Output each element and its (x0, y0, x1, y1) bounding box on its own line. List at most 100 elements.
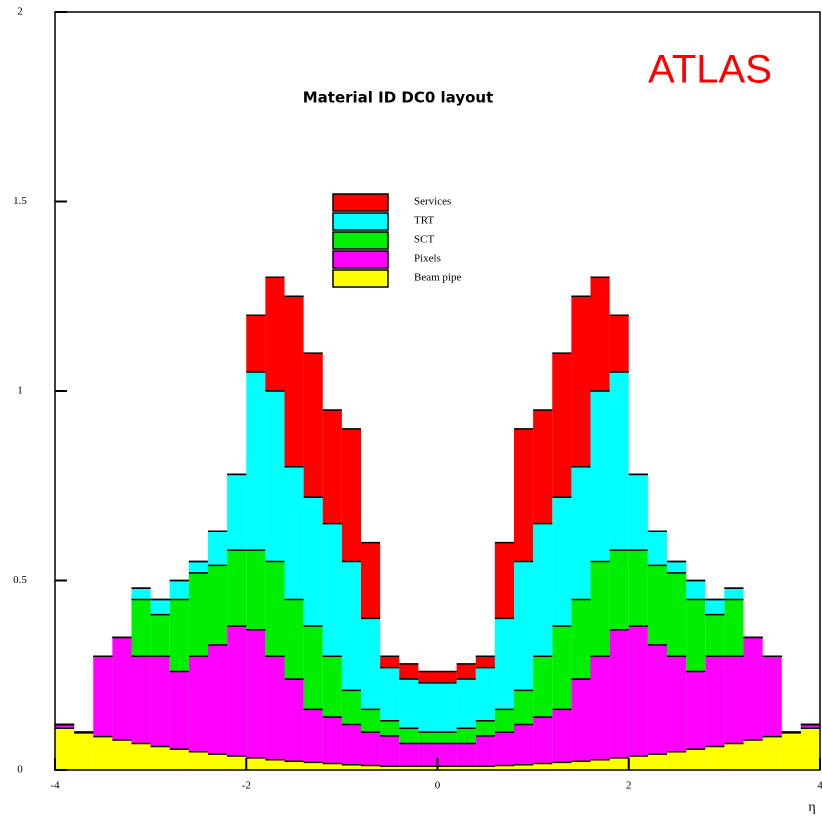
histogram-bar (322, 656, 342, 717)
y-tick-label: 0.5 (13, 574, 27, 586)
y-tick-label: 1.5 (13, 195, 27, 207)
histogram-bar (322, 523, 342, 657)
histogram-bar (361, 732, 381, 766)
histogram-bar (494, 618, 514, 710)
histogram-bar (341, 690, 361, 725)
histogram-bar (150, 599, 170, 615)
histogram-bar (322, 409, 342, 524)
x-tick-label: 4 (817, 780, 822, 792)
histogram-bar (475, 735, 495, 767)
histogram-bar (552, 625, 572, 710)
histogram-bar (456, 743, 476, 767)
histogram-bar (705, 656, 725, 747)
legend-label: Services (414, 196, 451, 208)
histogram-bar (533, 523, 553, 657)
histogram-bar (131, 656, 151, 744)
histogram-bar (762, 736, 782, 770)
histogram-bar (456, 728, 476, 744)
histogram-bar (284, 761, 304, 770)
histogram-bar (475, 766, 495, 770)
histogram-bar (571, 599, 591, 680)
histogram-bar (667, 572, 687, 657)
histogram-bar (590, 759, 610, 770)
histogram-bar (418, 682, 438, 733)
histogram-bar (322, 763, 342, 770)
histogram-bar (380, 656, 400, 668)
histogram-bar (609, 315, 629, 373)
histogram-bar (456, 766, 476, 770)
histogram-bar (609, 629, 629, 758)
histogram-bar (628, 755, 648, 770)
histogram-bar (188, 561, 208, 573)
histogram-bar (284, 599, 304, 680)
histogram-bar (552, 497, 572, 626)
histogram-bar (341, 561, 361, 691)
histogram-bar (628, 550, 648, 626)
histogram-bar (647, 754, 667, 770)
histogram-bar (131, 743, 151, 770)
histogram-bar (590, 656, 610, 760)
histogram-bar (131, 588, 151, 600)
histogram-bar (303, 762, 323, 770)
histogram-bar (533, 409, 553, 524)
histogram-bar (227, 755, 247, 770)
x-tick-label: -2 (242, 780, 251, 792)
histogram-bar (93, 736, 113, 770)
histogram-bar (399, 743, 419, 767)
histogram-bar (169, 749, 189, 770)
histogram-bar (552, 709, 572, 763)
histogram-bar (74, 732, 94, 770)
histogram-bar (494, 765, 514, 770)
histogram-bar (399, 728, 419, 744)
histogram-bar (169, 671, 189, 750)
histogram-bar (112, 740, 132, 770)
histogram-bar (246, 315, 266, 373)
histogram-bar (169, 580, 189, 600)
histogram-bar (208, 644, 228, 755)
histogram-bar (322, 716, 342, 764)
legend-swatch (332, 193, 389, 212)
histogram-bar (150, 746, 170, 770)
histogram-bar (724, 743, 744, 770)
annotation: ATLAS (648, 48, 772, 92)
histogram-bar (667, 656, 687, 752)
histogram-bar (208, 565, 228, 645)
histogram-bar (361, 765, 381, 770)
histogram-bar (437, 766, 457, 770)
histogram-bar (667, 561, 687, 573)
histogram-bar (590, 391, 610, 562)
histogram-bar (55, 728, 75, 770)
histogram-bar (341, 428, 361, 562)
legend-swatch (332, 231, 389, 250)
histogram-bar (265, 759, 285, 770)
histogram-bar (361, 618, 381, 710)
histogram-bar (131, 599, 151, 657)
histogram-bar (571, 679, 591, 762)
histogram-bar (762, 656, 782, 737)
histogram-bar (705, 614, 725, 657)
histogram-bar (93, 656, 113, 737)
histogram-bar (724, 656, 744, 744)
histogram-bar (647, 644, 667, 755)
histogram-bar (533, 763, 553, 770)
histogram-bar (361, 709, 381, 733)
histogram-bar (609, 757, 629, 770)
histogram-bar (188, 572, 208, 657)
legend-swatch (332, 212, 389, 231)
histogram-bar (533, 716, 553, 764)
histogram-bar (475, 720, 495, 736)
histogram-bar (399, 679, 419, 729)
histogram-bar (284, 296, 304, 467)
histogram-bar (246, 372, 266, 551)
histogram-bar (169, 599, 189, 672)
histogram-bar (437, 743, 457, 767)
histogram-bar (743, 740, 763, 770)
histogram-bar (380, 720, 400, 736)
histogram-bar (208, 531, 228, 566)
histogram-bar (475, 656, 495, 668)
histogram-bar (112, 637, 132, 741)
histogram-bar (437, 671, 457, 683)
legend-swatch (332, 269, 389, 288)
histogram-bar (590, 561, 610, 657)
